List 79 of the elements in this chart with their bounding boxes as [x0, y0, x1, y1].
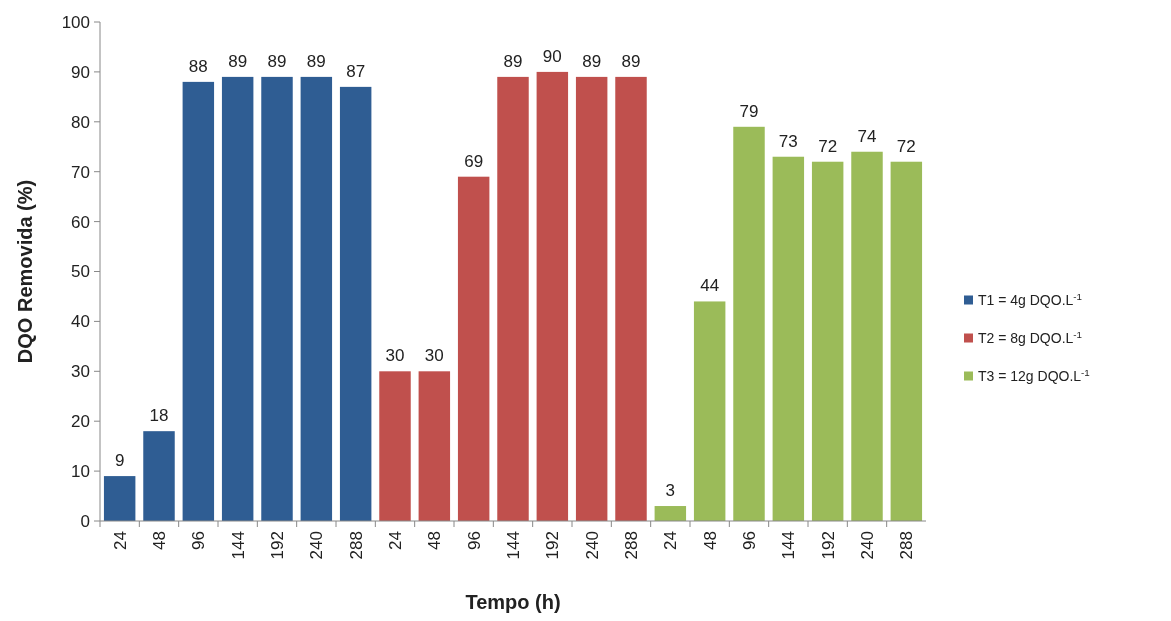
x-tick-label: 240 — [307, 531, 327, 560]
data-label: 30 — [424, 346, 444, 366]
data-label: 72 — [818, 136, 838, 156]
data-label: 69 — [464, 151, 484, 171]
y-tick-label: 50 — [71, 262, 90, 282]
data-label: 89 — [267, 51, 287, 71]
bar — [811, 161, 844, 521]
data-label: 89 — [621, 51, 641, 71]
y-axis-title: DQO Removida (%) — [14, 179, 36, 364]
bar — [221, 76, 254, 521]
bar — [733, 126, 765, 521]
x-tick-label: 288 — [621, 531, 641, 560]
y-tick-label: 100 — [61, 12, 90, 32]
x-tick-label: 240 — [582, 531, 602, 560]
x-tick-label: 144 — [779, 531, 799, 560]
x-tick-label: 96 — [739, 531, 759, 550]
data-label: 74 — [857, 126, 877, 146]
bar — [575, 76, 608, 521]
legend-label: T3 = 12g DQO.L$^{-1}$ — [978, 366, 1090, 385]
bar — [300, 76, 333, 521]
bar — [772, 156, 805, 521]
y-tick-label: 90 — [71, 62, 90, 82]
x-tick-label: 48 — [700, 531, 720, 550]
data-label: 3 — [665, 481, 676, 501]
x-tick-label: 288 — [346, 531, 366, 560]
x-tick-label: 24 — [661, 531, 681, 550]
bar — [693, 301, 726, 521]
y-tick-label: 0 — [80, 511, 90, 531]
x-tick-label: 192 — [543, 531, 563, 560]
data-label: 79 — [739, 101, 759, 121]
data-label: 89 — [306, 51, 326, 71]
data-label: 18 — [149, 406, 169, 426]
bar — [536, 71, 569, 521]
bar — [497, 76, 529, 521]
data-label: 88 — [188, 56, 208, 76]
data-label: 30 — [385, 346, 405, 366]
data-label: 90 — [542, 46, 562, 66]
y-tick-label: 20 — [71, 412, 90, 432]
data-label: 89 — [503, 51, 523, 71]
y-tick-label: 70 — [71, 162, 90, 182]
data-label: 72 — [896, 136, 916, 156]
bar — [851, 151, 883, 521]
bar — [103, 476, 136, 521]
y-tick-label: 60 — [71, 212, 90, 232]
x-tick-label: 144 — [503, 531, 523, 560]
x-tick-label: 24 — [110, 531, 130, 550]
y-tick-label: 30 — [71, 362, 90, 382]
x-tick-label: 288 — [897, 531, 917, 560]
legend-label: T2 = 8g DQO.L$^{-1}$ — [978, 328, 1083, 347]
bar — [379, 371, 411, 521]
data-label: 89 — [582, 51, 602, 71]
bar — [418, 371, 451, 521]
x-tick-label: 192 — [267, 531, 287, 560]
data-label: 87 — [346, 61, 366, 81]
data-label: 44 — [700, 276, 720, 296]
data-label: 9 — [114, 451, 125, 471]
y-tick-label: 80 — [71, 112, 90, 132]
y-tick-label: 10 — [71, 462, 90, 482]
x-tick-label: 96 — [189, 531, 209, 550]
legend-label: T1 = 4g DQO.L$^{-1}$ — [978, 290, 1083, 309]
bar — [143, 431, 175, 521]
bar — [457, 176, 490, 521]
bar — [261, 76, 293, 521]
bar — [890, 161, 923, 521]
x-tick-label: 96 — [464, 531, 484, 550]
x-tick-label: 192 — [818, 531, 838, 560]
bar — [615, 76, 647, 521]
data-label: 89 — [228, 51, 248, 71]
bar — [339, 86, 372, 521]
y-tick-label: 40 — [71, 312, 90, 332]
x-tick-label: 144 — [228, 531, 248, 560]
bar — [182, 81, 215, 521]
x-tick-label: 48 — [149, 531, 169, 550]
x-tick-label: 240 — [857, 531, 877, 560]
bar — [654, 506, 687, 521]
x-tick-label: 24 — [385, 531, 405, 550]
x-axis-title: Tempo (h) — [465, 591, 561, 613]
x-tick-label: 48 — [425, 531, 445, 550]
data-label: 73 — [778, 131, 798, 151]
